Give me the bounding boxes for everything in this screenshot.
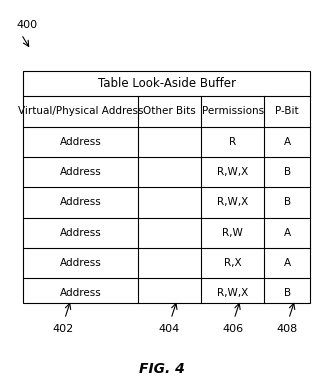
- Text: A: A: [283, 258, 291, 268]
- Text: Permissions: Permissions: [202, 106, 264, 117]
- Text: 402: 402: [52, 324, 74, 333]
- Text: R,W,X: R,W,X: [217, 289, 248, 298]
- Text: Address: Address: [59, 228, 101, 238]
- Text: FIG. 4: FIG. 4: [139, 362, 185, 376]
- Text: 404: 404: [159, 324, 180, 333]
- Text: B: B: [283, 289, 291, 298]
- Text: B: B: [283, 197, 291, 207]
- Text: Address: Address: [59, 137, 101, 147]
- Text: Address: Address: [59, 258, 101, 268]
- Text: Address: Address: [59, 197, 101, 207]
- Text: R,W,X: R,W,X: [217, 197, 248, 207]
- Text: A: A: [283, 228, 291, 238]
- Text: R,X: R,X: [224, 258, 241, 268]
- Text: R,W: R,W: [222, 228, 243, 238]
- Text: Address: Address: [59, 167, 101, 177]
- Text: Address: Address: [59, 289, 101, 298]
- Text: Table Look-Aside Buffer: Table Look-Aside Buffer: [98, 77, 236, 90]
- Text: R,W,X: R,W,X: [217, 167, 248, 177]
- Text: P-Bit: P-Bit: [275, 106, 299, 117]
- Text: A: A: [283, 137, 291, 147]
- Text: 400: 400: [17, 20, 38, 30]
- Text: 408: 408: [276, 324, 298, 333]
- Text: 406: 406: [222, 324, 243, 333]
- Text: Virtual/Physical Address: Virtual/Physical Address: [18, 106, 143, 117]
- Text: Other Bits: Other Bits: [143, 106, 196, 117]
- Text: R: R: [229, 137, 236, 147]
- Text: B: B: [283, 167, 291, 177]
